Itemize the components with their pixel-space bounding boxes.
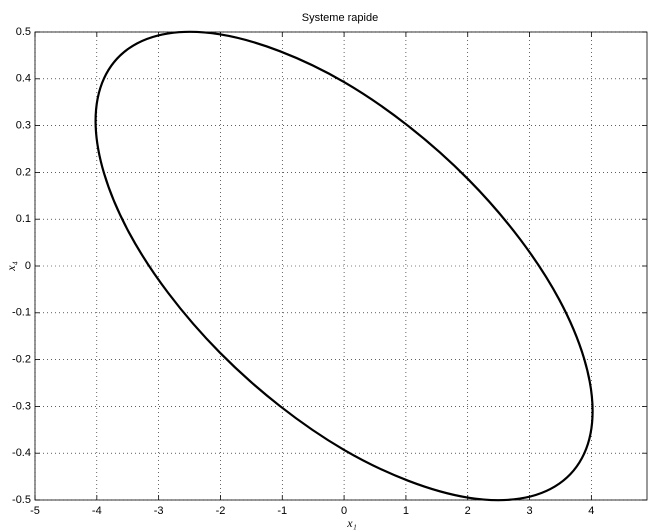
y-tick-label: 0 bbox=[25, 260, 31, 272]
x-tick-label: -1 bbox=[277, 505, 287, 517]
y-tick-label: -0.5 bbox=[12, 494, 31, 506]
x-tick-label: -4 bbox=[92, 505, 102, 517]
x-tick-label: -2 bbox=[216, 505, 226, 517]
x-tick-label: 4 bbox=[588, 505, 594, 517]
x-tick-label: 3 bbox=[526, 505, 532, 517]
y-tick-label: 0.2 bbox=[16, 166, 31, 178]
x-tick-label: 2 bbox=[465, 505, 471, 517]
x-tick-label: 1 bbox=[403, 505, 409, 517]
y-tick-label: -0.3 bbox=[12, 400, 31, 412]
y-tick-label: -0.4 bbox=[12, 447, 31, 459]
line bbox=[94, 30, 594, 502]
chart-title: Systeme rapide bbox=[302, 12, 378, 24]
y-tick-label: 0.4 bbox=[16, 73, 31, 85]
y-tick-label: -0.1 bbox=[12, 307, 31, 319]
x-axis-label: x₁ bbox=[346, 516, 357, 530]
y-tick-label: -0.2 bbox=[12, 354, 31, 366]
y-tick-label: 0.3 bbox=[16, 120, 31, 132]
x-tick-label: -5 bbox=[30, 505, 40, 517]
y-tick-label: 0.5 bbox=[16, 26, 31, 38]
plot-frame bbox=[34, 31, 648, 501]
y-axis-label: x₄ bbox=[4, 261, 18, 272]
x-tick-label: 0 bbox=[341, 505, 347, 517]
y-tick-label: 0.1 bbox=[16, 213, 31, 225]
x-tick-label: -3 bbox=[154, 505, 164, 517]
